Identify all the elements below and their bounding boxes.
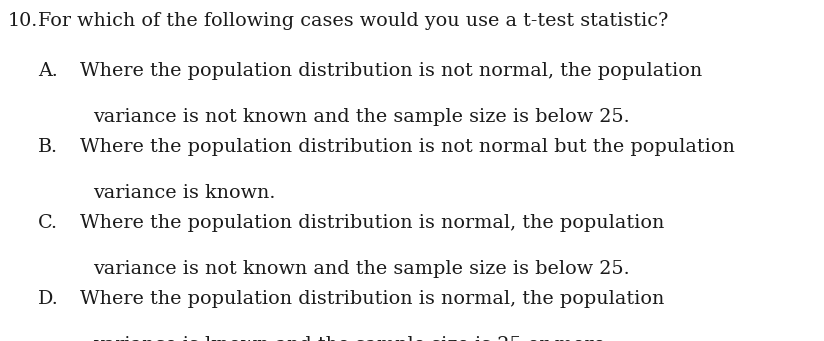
Text: D.: D.	[38, 290, 59, 308]
Text: A.: A.	[38, 62, 58, 80]
Text: variance is not known and the sample size is below 25.: variance is not known and the sample siz…	[93, 108, 630, 126]
Text: Where the population distribution is not normal but the population: Where the population distribution is not…	[80, 138, 735, 156]
Text: 10.: 10.	[8, 12, 38, 30]
Text: variance is known.: variance is known.	[93, 184, 275, 202]
Text: B.: B.	[38, 138, 58, 156]
Text: variance is not known and the sample size is below 25.: variance is not known and the sample siz…	[93, 260, 630, 278]
Text: Where the population distribution is normal, the population: Where the population distribution is nor…	[80, 290, 664, 308]
Text: variance is known and the sample size is 25 or more.: variance is known and the sample size is…	[93, 336, 611, 341]
Text: Where the population distribution is not normal, the population: Where the population distribution is not…	[80, 62, 702, 80]
Text: For which of the following cases would you use a t-test statistic?: For which of the following cases would y…	[38, 12, 668, 30]
Text: Where the population distribution is normal, the population: Where the population distribution is nor…	[80, 214, 664, 232]
Text: C.: C.	[38, 214, 58, 232]
